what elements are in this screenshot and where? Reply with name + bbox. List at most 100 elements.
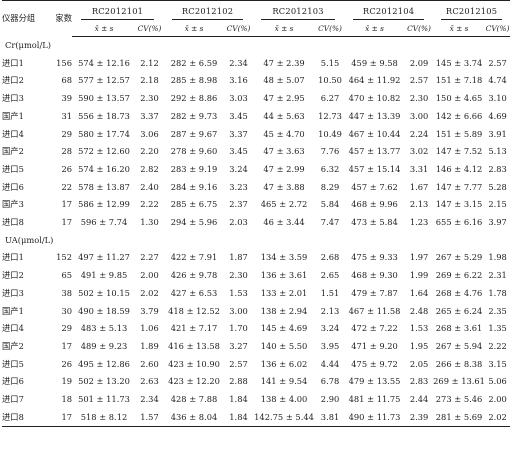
cv-cell: 2.09: [409, 57, 429, 68]
lab-count-cell: 28: [61, 146, 72, 157]
cv-cell: 2.02: [485, 408, 511, 428]
section-header-row: Cr(μmol/L): [2, 37, 510, 55]
cv-cell: 5.28: [488, 181, 507, 192]
mean-sd-header: x̄ ± s: [252, 22, 317, 37]
cv-cell: 2.03: [229, 217, 248, 228]
cv-cell: 3.45: [229, 110, 248, 121]
mean-sd-cell: 278 ± 9.60: [170, 146, 218, 157]
product-header: RC2012102: [163, 0, 253, 22]
mean-sd-cell: 475 ± 9.72: [351, 358, 398, 369]
mean-sd-cell: 574 ± 16.20: [78, 163, 130, 174]
mean-sd-cell: 268 ± 3.61: [435, 323, 483, 334]
cv-cell: 1.84: [229, 394, 248, 405]
cv-cell: 3.00: [229, 305, 248, 316]
subheader-row: x̄ ± s CV(%) x̄ ± s CV(%) x̄ ± s CV(%) x…: [2, 22, 511, 37]
mean-sd-cell: 489 ± 9.23: [80, 340, 128, 351]
mean-sd-cell: 483 ± 5.13: [80, 323, 128, 334]
cv-cell: 3.91: [488, 128, 507, 139]
mean-sd-cell: 285 ± 6.75: [170, 199, 218, 210]
mean-sd-cell: 586 ± 12.99: [78, 199, 130, 210]
table-row: 进口5 26 495 ± 12.86 2.60 423 ± 10.90 2.57 136 ±…: [2, 356, 510, 374]
cv-cell: 1.84: [225, 408, 253, 428]
cv-cell: 3.06: [140, 128, 159, 139]
table-row: 进口5 26 574 ± 16.20 2.82 283 ± 9.19 3.24 47 ± 2…: [2, 161, 510, 179]
cv-cell: 1.64: [409, 287, 429, 298]
table-row: 国产2 17 489 ± 9.23 1.89 416 ± 13.58 3.27 140 ± …: [2, 338, 510, 356]
table-row: 进口8 17 518 ± 8.12 1.57 436 ± 8.04 1.84 142.75 …: [2, 408, 511, 428]
mean-sd-cell: 577 ± 12.57: [78, 75, 130, 86]
mean-sd-cell: 426 ± 9.78: [170, 270, 218, 281]
instrument-group-cell: 进口1: [2, 252, 24, 263]
mean-sd-cell: 44 ± 5.63: [263, 110, 305, 121]
mean-sd-cell: 282 ± 9.73: [170, 110, 218, 121]
lab-count-cell: 152: [56, 252, 72, 263]
mean-sd-cell: 282 ± 6.59: [170, 57, 218, 68]
mean-sd-cell: 428 ± 7.88: [170, 394, 218, 405]
lab-count-cell: 30: [61, 305, 72, 316]
mean-sd-cell: 502 ± 10.15: [78, 287, 130, 298]
cv-cell: 1.98: [488, 252, 507, 263]
mean-sd-cell: 136 ± 6.02: [260, 358, 308, 369]
mean-sd-cell: 497 ± 11.27: [78, 252, 130, 263]
cv-cell: 3.02: [409, 146, 429, 157]
mean-sd-cell: 471 ± 9.20: [351, 340, 398, 351]
mean-sd-cell: 447 ± 13.39: [348, 110, 401, 121]
mean-sd-cell: 475 ± 9.33: [351, 252, 398, 263]
header-row: 仪器分组 家数 RC2012101 RC2012102 RC2012103 RC…: [2, 0, 511, 37]
mean-sd-cell: 284 ± 9.16: [170, 181, 218, 192]
cv-header: CV(%): [225, 22, 253, 37]
mean-sd-cell: 422 ± 7.91: [170, 252, 218, 263]
cv-cell: 2.34: [229, 57, 248, 68]
instrument-group-cell: 进口3: [2, 287, 24, 298]
cv-cell: 2.13: [320, 305, 340, 316]
product-header: RC2012105: [433, 0, 511, 22]
cv-cell: 2.05: [409, 358, 429, 369]
mean-sd-cell: 556 ± 18.73: [78, 110, 130, 121]
cv-header: CV(%): [136, 22, 164, 37]
mean-sd-cell: 281 ± 5.69: [433, 408, 486, 428]
cv-cell: 5.13: [488, 146, 507, 157]
cv-cell: 1.89: [140, 340, 159, 351]
mean-sd-cell: 472 ± 7.22: [351, 323, 398, 334]
mean-sd-cell: 495 ± 12.86: [78, 358, 130, 369]
mean-sd-cell: 142.75 ± 5.44: [252, 408, 317, 428]
cv-cell: 6.78: [320, 376, 340, 387]
lab-count-cell: 17: [61, 217, 72, 228]
cv-cell: 1.23: [409, 217, 429, 228]
instrument-group-cell: 进口8: [2, 217, 24, 228]
mean-sd-cell: 47 ± 2.39: [263, 57, 305, 68]
instrument-group-cell: 国产2: [2, 340, 24, 351]
mean-sd-cell: 267 ± 5.29: [435, 252, 483, 263]
mean-sd-cell: 655 ± 6.16: [435, 217, 483, 228]
mean-sd-cell: 501 ± 11.73: [78, 394, 130, 405]
mean-sd-cell: 151 ± 7.18: [435, 75, 483, 86]
mean-sd-cell: 491 ± 9.85: [80, 270, 128, 281]
lab-count-cell: 19: [61, 376, 72, 387]
product-header: RC2012103: [252, 0, 345, 22]
table-row: 国产1 31 556 ± 18.73 3.37 282 ± 9.73 3.45 44 ± 5…: [2, 108, 510, 126]
cv-cell: 7.47: [320, 217, 340, 228]
cv-cell: 10.49: [318, 128, 342, 139]
cv-cell: 3.03: [229, 93, 248, 104]
table-row: 进口3 39 590 ± 13.57 2.30 292 ± 8.86 3.03 47 ± 2…: [2, 90, 510, 108]
mean-sd-cell: 518 ± 8.12: [72, 408, 136, 428]
mean-sd-cell: 283 ± 9.19: [170, 163, 218, 174]
lab-count-cell: 29: [61, 323, 72, 334]
count-header: 家数: [48, 0, 72, 37]
lab-count-cell: 156: [56, 57, 72, 68]
cv-cell: 1.99: [409, 270, 429, 281]
cv-cell: 2.12: [140, 57, 159, 68]
lab-count-cell: 17: [48, 408, 72, 428]
mean-sd-cell: 140 ± 5.50: [260, 340, 308, 351]
cv-cell: 5.84: [320, 199, 340, 210]
mean-sd-cell: 502 ± 13.20: [78, 376, 130, 387]
cv-cell: 7.76: [320, 146, 340, 157]
table-row: 进口1 152 497 ± 11.27 2.27 422 ± 7.91 1.87 134 ±…: [2, 249, 510, 267]
mean-sd-cell: 465 ± 2.72: [260, 199, 308, 210]
cv-cell: 2.00: [140, 270, 159, 281]
cv-cell: 1.95: [409, 340, 429, 351]
mean-sd-cell: 574 ± 12.16: [78, 57, 130, 68]
lab-count-cell: 38: [61, 287, 72, 298]
cv-cell: 2.65: [320, 270, 340, 281]
mean-sd-cell: 423 ± 10.90: [168, 358, 220, 369]
